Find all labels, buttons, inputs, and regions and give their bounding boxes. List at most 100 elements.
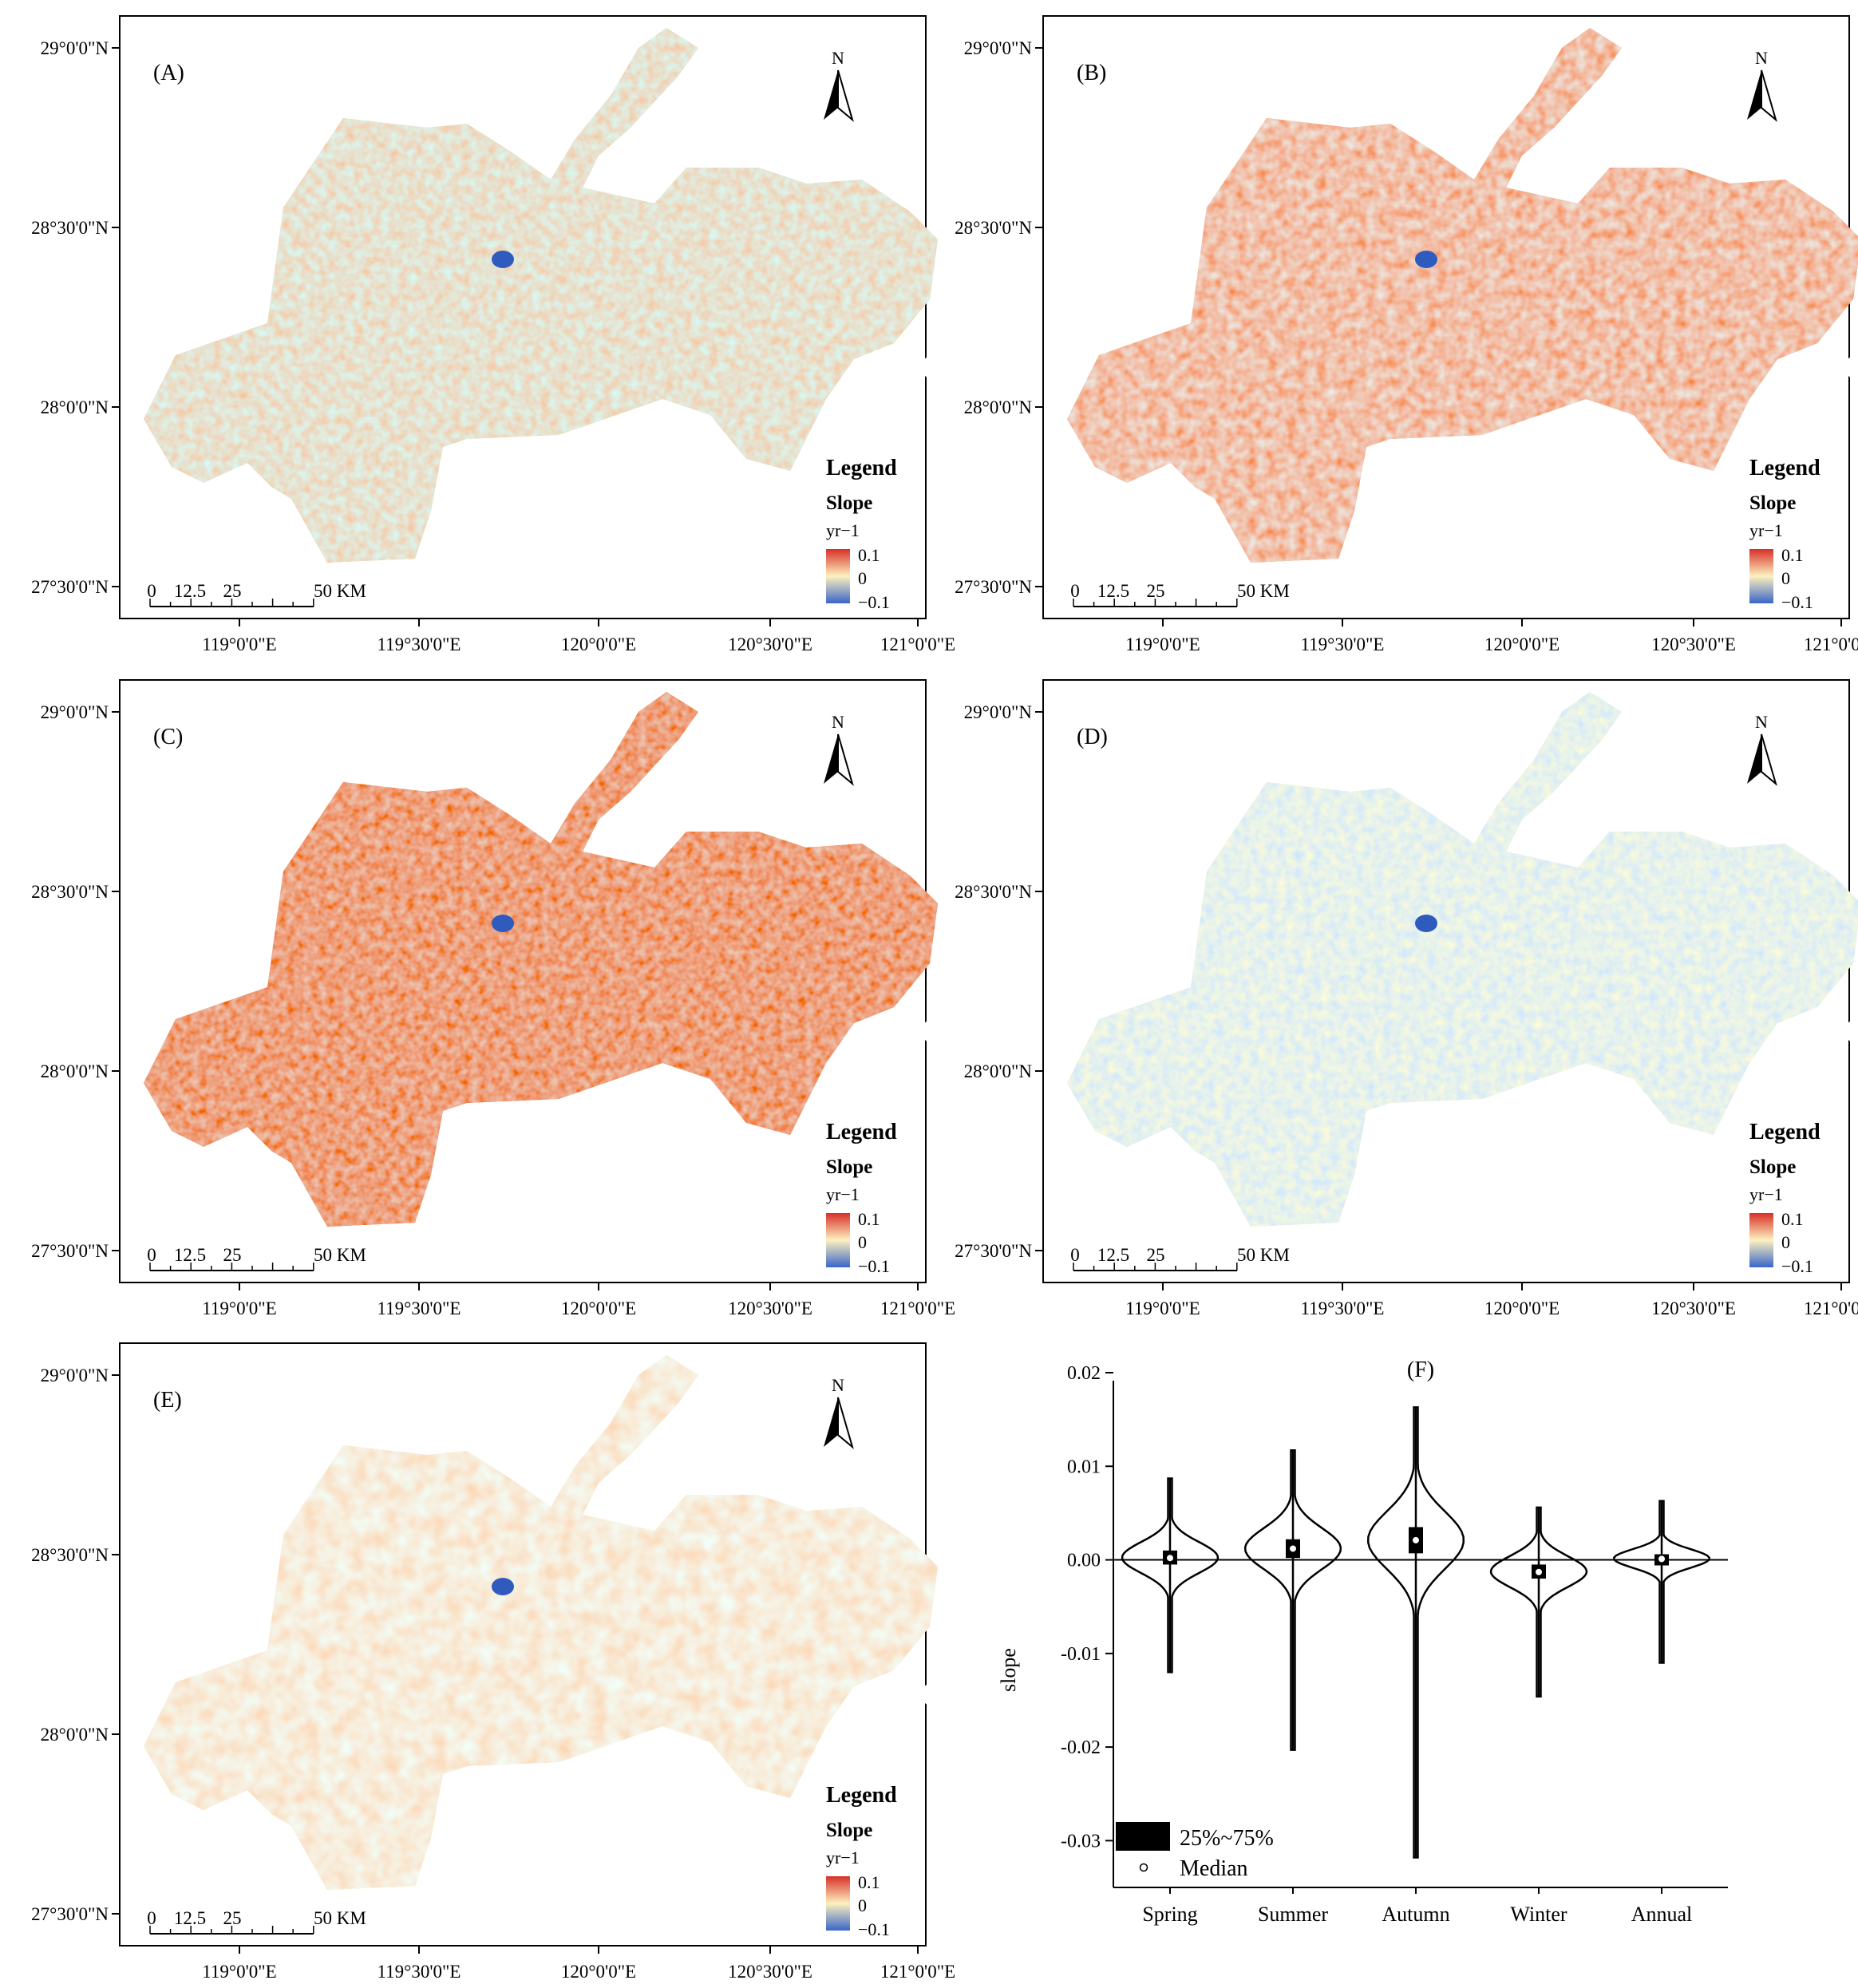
reservoir-patch [1415, 251, 1437, 268]
svg-text:N: N [832, 48, 844, 68]
panel-label: (D) [1077, 725, 1108, 749]
lon-label: 120°30'0"E [728, 1962, 812, 1982]
svg-text:Slope: Slope [826, 1156, 872, 1178]
median-point [1658, 1555, 1666, 1563]
svg-text:Legend: Legend [826, 1783, 897, 1808]
panel-label: (B) [1077, 61, 1106, 85]
svg-text:12.5: 12.5 [174, 1245, 206, 1265]
scale-bar: 0 12.5 25 50 KM [147, 1245, 366, 1271]
svg-text:−0.1: −0.1 [1781, 592, 1813, 612]
svg-text:25: 25 [223, 581, 242, 601]
lon-label: 120°30'0"E [1651, 1298, 1736, 1318]
svg-text:0.1: 0.1 [858, 1209, 880, 1229]
lat-label: 28°30'0"N [955, 218, 1032, 238]
violin-spring [1121, 1477, 1220, 1674]
legend-box-swatch [1116, 1822, 1170, 1851]
map-legend: Legend Slope yr−1 0.1 0 −0.1 [826, 456, 897, 612]
svg-text:Median: Median [1180, 1856, 1248, 1881]
panel-label: (E) [153, 1388, 182, 1413]
bay-gap [918, 1676, 972, 1713]
svg-text:25: 25 [223, 1908, 242, 1928]
svg-text:Legend: Legend [1749, 1120, 1820, 1144]
reservoir-patch [1415, 915, 1437, 932]
svg-text:0: 0 [858, 568, 867, 588]
svg-text:yr−1: yr−1 [1749, 1184, 1783, 1204]
svg-text:−0.1: −0.1 [858, 592, 890, 612]
slope-raster [144, 692, 938, 1227]
lon-label: 119°30'0"E [378, 634, 461, 654]
legend-median-swatch [1139, 1863, 1148, 1872]
svg-text:Slope: Slope [1749, 1156, 1796, 1178]
scale-bar: 0 12.5 25 50 KM [147, 581, 366, 607]
violin-summer [1243, 1449, 1342, 1751]
svg-text:0: 0 [147, 581, 156, 601]
y-tick-label: 0.00 [1067, 1551, 1101, 1571]
svg-text:0: 0 [1781, 568, 1790, 588]
svg-text:−0.1: −0.1 [858, 1919, 890, 1939]
svg-text:Legend: Legend [826, 456, 897, 480]
svg-text:yr−1: yr−1 [1749, 520, 1783, 540]
lon-label: 120°0'0"E [1484, 634, 1560, 654]
svg-text:0.1: 0.1 [1781, 1209, 1804, 1229]
svg-text:−0.1: −0.1 [858, 1256, 890, 1276]
svg-text:0.1: 0.1 [858, 1872, 880, 1892]
svg-text:0: 0 [1781, 1232, 1790, 1252]
y-tick-label: 0.02 [1067, 1363, 1101, 1384]
map-legend: Legend Slope yr−1 0.1 0 −0.1 [826, 1783, 897, 1939]
svg-text:50 KM: 50 KM [314, 581, 366, 601]
svg-text:0.1: 0.1 [858, 545, 880, 565]
svg-text:Legend: Legend [826, 1120, 897, 1144]
lon-label: 119°0'0"E [202, 1298, 276, 1318]
median-point [1412, 1535, 1420, 1544]
y-tick-label: 0.01 [1067, 1456, 1101, 1477]
y-tick-label: -0.03 [1061, 1831, 1101, 1852]
panel-label: (C) [153, 725, 183, 749]
svg-text:−0.1: −0.1 [1781, 1256, 1813, 1276]
lon-label: 120°0'0"E [561, 1962, 636, 1982]
slope-raster [144, 28, 938, 563]
svg-text:12.5: 12.5 [174, 1908, 206, 1928]
reservoir-patch [492, 1578, 514, 1595]
svg-text:0.1: 0.1 [1781, 545, 1804, 565]
svg-text:12.5: 12.5 [1097, 1245, 1129, 1265]
svg-text:Legend: Legend [1749, 456, 1820, 480]
svg-text:12.5: 12.5 [1097, 581, 1129, 601]
violin-outline [1366, 1406, 1465, 1859]
lat-label: 28°0'0"N [41, 397, 109, 417]
median-point [1289, 1544, 1297, 1553]
panel-label: (A) [153, 61, 184, 85]
lon-label: 121°0'0"E [880, 634, 955, 654]
scale-bar: 0 12.5 25 50 KM [147, 1908, 366, 1935]
violin-outline [1121, 1477, 1220, 1674]
lat-label: 28°30'0"N [955, 882, 1032, 902]
lon-label: 121°0'0"E [880, 1298, 955, 1318]
median-point [1535, 1567, 1543, 1576]
bay-gap [1841, 352, 1858, 383]
lat-label: 29°0'0"N [41, 1366, 109, 1385]
lon-label: 120°0'0"E [561, 1298, 636, 1318]
svg-text:N: N [832, 712, 844, 732]
lon-label: 120°30'0"E [1651, 634, 1736, 654]
x-tick-label: Winter [1510, 1903, 1567, 1926]
svg-text:yr−1: yr−1 [826, 520, 860, 540]
chart-legend: 25%~75% Median [1116, 1822, 1274, 1881]
slope-raster [1067, 28, 1858, 563]
violin-annual [1613, 1500, 1710, 1664]
lat-label: 28°30'0"N [31, 882, 109, 902]
x-tick-label: Spring [1142, 1903, 1197, 1926]
map-legend: Legend Slope yr−1 0.1 0 −0.1 [826, 1120, 897, 1276]
reservoir-patch [492, 915, 514, 932]
lat-label: 29°0'0"N [964, 702, 1033, 722]
x-tick-label: Annual [1631, 1903, 1693, 1926]
lat-label: 29°0'0"N [964, 38, 1033, 58]
legend-colorbar [826, 1876, 850, 1931]
svg-text:0: 0 [147, 1245, 156, 1265]
y-axis-label: slope [997, 1648, 1020, 1692]
lat-label: 29°0'0"N [41, 38, 109, 58]
lat-label: 28°0'0"N [41, 1725, 109, 1745]
lon-label: 121°0'0"E [1804, 1298, 1858, 1318]
north-arrow-icon: N [824, 1375, 854, 1449]
map-panel-a: (A) N Legend Slope yr−1 0.1 0 −0.1 0 12.5 25 50 KM 2… [31, 15, 972, 654]
lon-label: 119°0'0"E [202, 634, 276, 654]
lon-label: 119°30'0"E [1301, 1298, 1385, 1318]
